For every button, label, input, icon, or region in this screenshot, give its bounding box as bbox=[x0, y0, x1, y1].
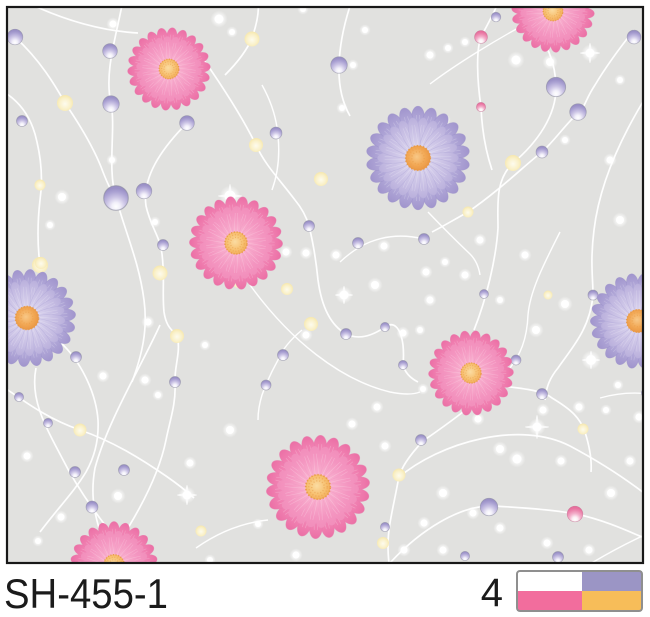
svg-text:SH-455-1: SH-455-1 bbox=[4, 570, 168, 617]
svg-text:4: 4 bbox=[481, 571, 503, 615]
